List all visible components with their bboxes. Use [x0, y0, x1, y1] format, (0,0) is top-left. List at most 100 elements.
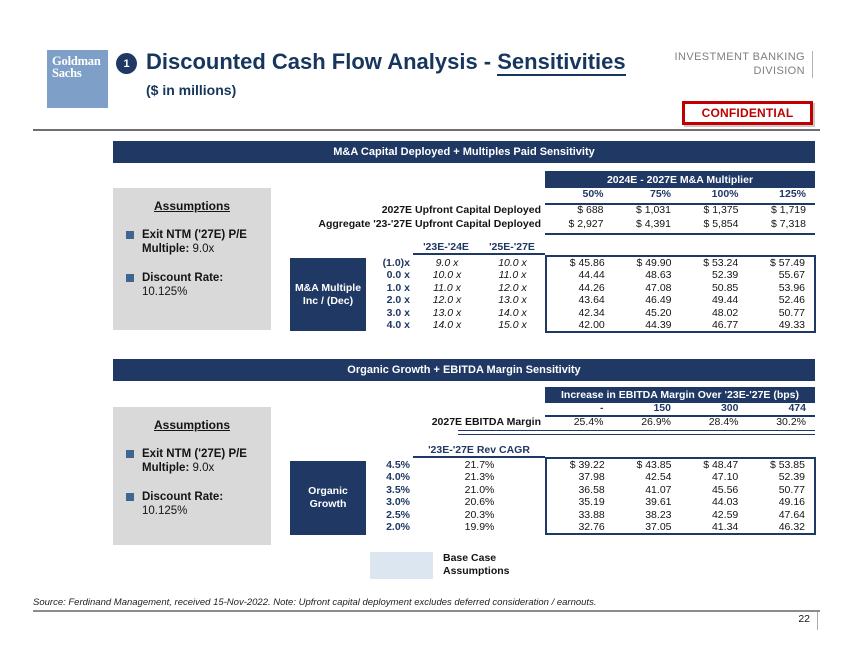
og-matrix-value: 38.23: [645, 508, 672, 521]
ma-matrix-value: $ 53.24: [703, 257, 739, 269]
ma-matrix-value: 50.85: [711, 281, 739, 294]
capital-value: $ 7,318: [770, 218, 806, 230]
row-box-line2: Growth: [309, 498, 347, 510]
ebitda-col-headers: - 150 300 474: [545, 402, 815, 414]
og-matrix-value: $ 48.47: [703, 459, 739, 471]
table-row: 2027E EBITDA Margin 25.4% 26.9% 28.4% 30…: [230, 416, 815, 428]
og-matrix-value: 49.16: [778, 496, 805, 509]
og-rev-cagr-value: 21.0%: [464, 483, 495, 496]
goldman-sachs-logo: Goldman Sachs: [47, 50, 108, 108]
capital-row-label: 2027E Upfront Capital Deployed: [381, 204, 541, 216]
ma-mult-23e-24e: 11.0 x: [433, 281, 461, 294]
ma-matrix-value: 46.49: [645, 294, 672, 307]
ma-col-headers: 50% 75% 100% 125%: [545, 188, 815, 200]
division-line1: INVESTMENT BANKING: [674, 51, 805, 63]
division-label: INVESTMENT BANKING DIVISION: [675, 51, 813, 78]
bullet-square-icon: [126, 493, 134, 501]
bullet-square-icon: [126, 274, 134, 282]
ma-matrix-value: 44.39: [645, 318, 672, 331]
assumption-item: Exit NTM ('27E) P/E Multiple: 9.0x: [126, 447, 265, 475]
og-row-label: 2.0%: [386, 520, 410, 533]
ebitda-col-header: -: [600, 402, 604, 414]
ma-row-label: 4.0 x: [386, 318, 410, 331]
assumption-bold: Exit NTM ('27E) P/E Multiple:: [142, 229, 247, 255]
ma-matrix-value: 48.02: [711, 306, 739, 319]
og-row-label: 3.0%: [386, 496, 410, 509]
base-case-swatch: [370, 552, 433, 579]
ma-matrix-value: 50.77: [778, 306, 805, 319]
og-rev-cagr-value: 20.3%: [464, 508, 495, 521]
ma-mult-25e-27e: 11.0 x: [498, 269, 527, 282]
title-underlined: Sensitivities: [497, 49, 626, 76]
bullet-square-icon: [126, 231, 134, 239]
ma-row-label: 1.0 x: [386, 281, 410, 294]
assumption-rest: 9.0x: [192, 462, 215, 474]
ma-mult-25e-27e: 14.0 x: [498, 306, 527, 319]
ma-matrix-col1-header: '23E-'24E: [423, 241, 469, 253]
ma-matrix-value: 47.08: [645, 281, 672, 294]
ebitda-value: 30.2%: [776, 416, 806, 428]
capital-value: $ 1,719: [770, 204, 806, 216]
ma-matrix-value: 49.33: [778, 318, 805, 331]
assumption-rest: 9.0x: [192, 243, 215, 255]
og-matrix-value: 41.07: [645, 483, 672, 496]
ma-matrix-values-grid: $ 45.86 $ 49.90 $ 53.24 $ 57.49 44.44 48.63 52…: [545, 255, 816, 334]
assumption-text: Exit NTM ('27E) P/E Multiple: 9.0x: [142, 228, 265, 256]
assumption-text: Discount Rate: 10.125%: [142, 271, 265, 299]
page-title: Discounted Cash Flow Analysis - Sensitiv…: [146, 49, 626, 76]
assumption-bold: Exit NTM ('27E) P/E Multiple:: [142, 448, 247, 474]
ma-matrix-value: 42.00: [578, 318, 605, 331]
ma-matrix-header-underline: [413, 253, 545, 255]
og-matrix-value: $ 43.85: [636, 459, 672, 471]
logo-line2: Sachs: [52, 66, 82, 80]
og-matrix-value: 33.88: [578, 508, 605, 521]
ma-matrix-value: 44.44: [578, 269, 605, 282]
ma-matrix-col2-header: '25E-'27E: [489, 241, 535, 253]
ma-matrix-value: $ 45.86: [569, 257, 605, 269]
og-matrix-left-grid: 4.5% 21.7% 4.0% 21.3% 3.5% 21.0% 3.0% 20.6% 2.5%…: [368, 459, 545, 533]
og-matrix-value: 50.77: [778, 483, 805, 496]
og-rev-cagr-header: '23E-'27E Rev CAGR: [428, 444, 530, 456]
og-matrix-value: 36.58: [578, 483, 605, 496]
assumption-text: Discount Rate: 10.125%: [142, 490, 265, 518]
ma-matrix-value: 44.26: [578, 281, 605, 294]
og-matrix-value: 41.34: [711, 520, 739, 533]
assumption-rest: 10.125%: [142, 505, 188, 517]
ma-mult-25e-27e: 13.0 x: [498, 294, 527, 307]
bullet-square-icon: [126, 450, 134, 458]
ma-matrix-value: 52.46: [778, 294, 805, 307]
capital-value: $ 4,391: [635, 218, 671, 230]
og-rev-cagr-value: 21.7%: [464, 459, 495, 471]
ebitda-col-header: 150: [653, 402, 671, 414]
og-matrix-value: 45.56: [711, 483, 739, 496]
ebitda-header-underline: [545, 415, 815, 417]
ma-matrix-value: 43.64: [578, 294, 605, 307]
ma-mult-23e-24e: 9.0 x: [435, 257, 459, 269]
og-matrix-value: 46.32: [778, 520, 805, 533]
confidential-stamp: CONFIDENTIAL: [682, 101, 813, 125]
assumption-bold: Discount Rate:: [142, 272, 224, 284]
assumption-text: Exit NTM ('27E) P/E Multiple: 9.0x: [142, 447, 265, 475]
ma-mult-23e-24e: 14.0 x: [432, 318, 462, 331]
capital-value: $ 2,927: [568, 218, 604, 230]
ma-matrix-value: 49.44: [711, 294, 739, 307]
ebitda-value: 26.9%: [641, 416, 671, 428]
og-rev-cagr-value: 20.6%: [464, 496, 495, 509]
og-matrix-col-header-row: '23E-'27E Rev CAGR: [413, 444, 545, 456]
base-case-line2: Assumptions: [443, 565, 510, 577]
ma-mult-23e-24e: 10.0 x: [432, 269, 462, 282]
og-matrix-value: 52.39: [778, 471, 805, 484]
og-rev-cagr-value: 19.9%: [464, 520, 495, 533]
ebitda-value: 25.4%: [573, 416, 604, 428]
slide-number-badge: 1: [116, 53, 137, 74]
ma-matrix-value: 53.96: [778, 281, 805, 294]
og-matrix-value: 39.61: [645, 496, 672, 509]
assumption-rest: 10.125%: [142, 286, 188, 298]
assumptions-title: Assumptions: [153, 199, 230, 213]
og-matrix-value: 47.10: [711, 471, 739, 484]
og-matrix-value: 37.05: [645, 520, 672, 533]
capital-value: $ 5,854: [703, 218, 739, 230]
section1-banner: M&A Capital Deployed + Multiples Paid Se…: [113, 141, 815, 163]
